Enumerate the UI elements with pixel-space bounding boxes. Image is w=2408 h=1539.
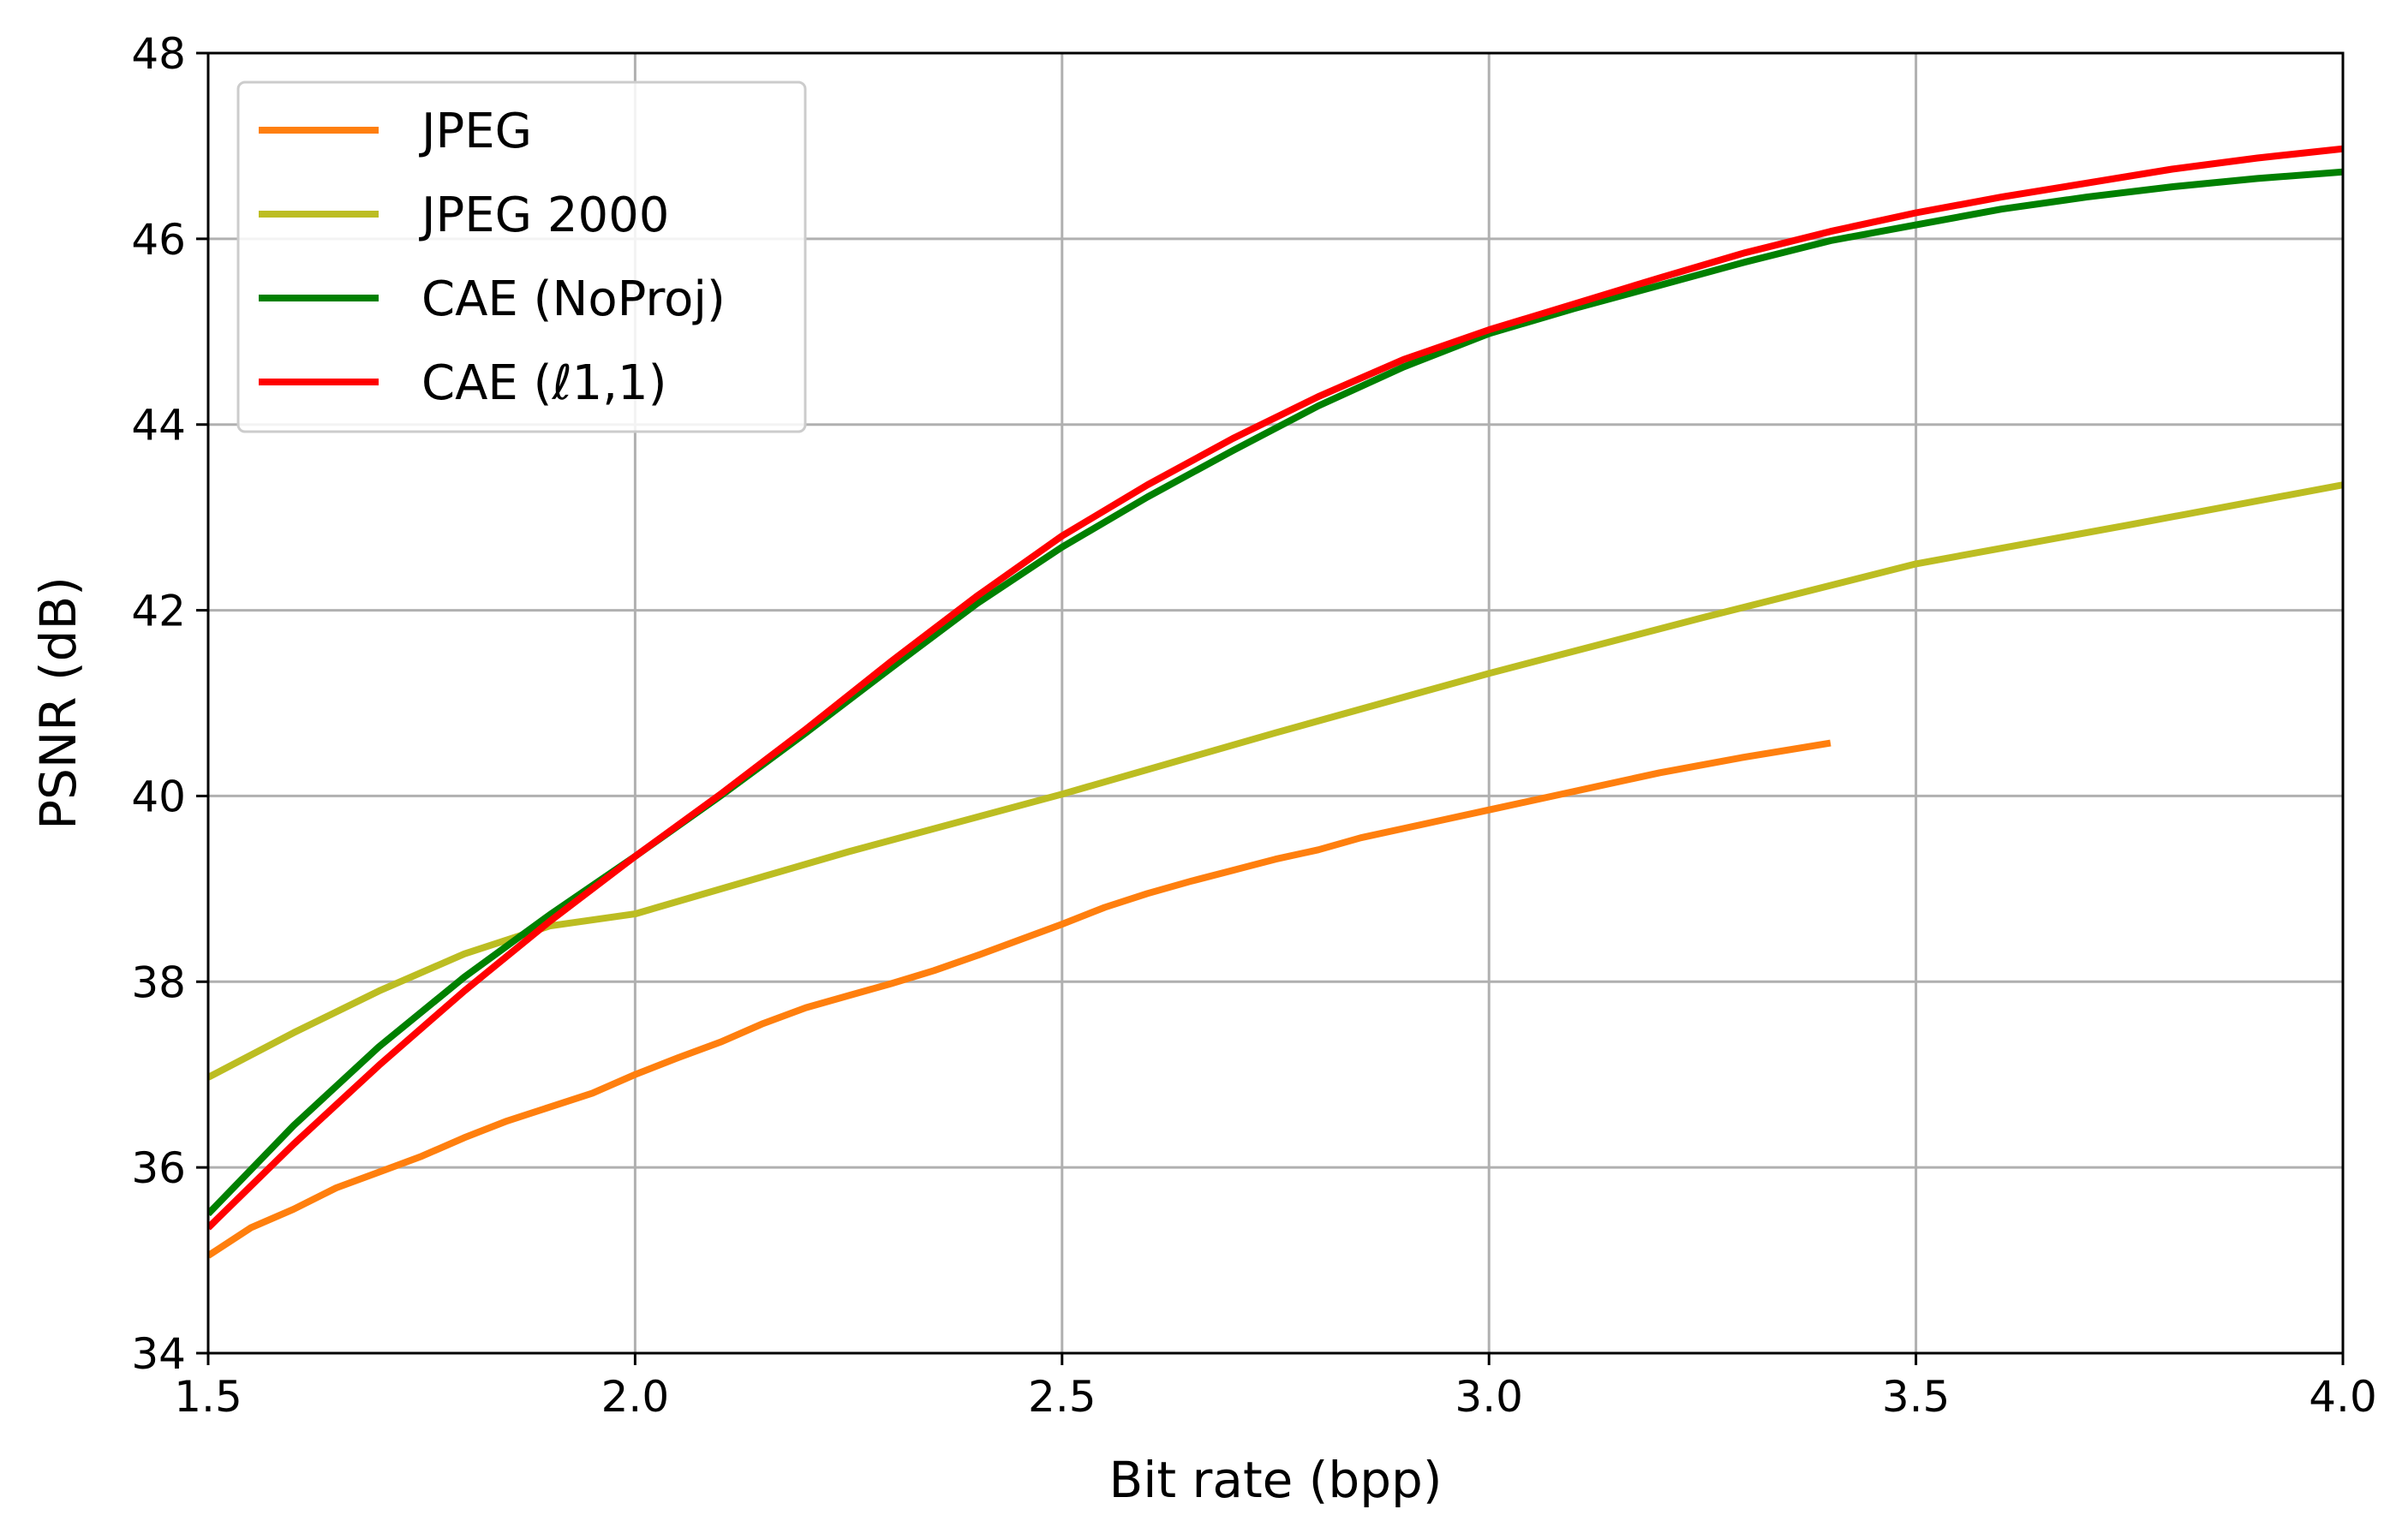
series-line-2 <box>208 168 2343 1217</box>
legend-label-2: CAE (NoProj) <box>421 271 726 327</box>
legend-box <box>236 81 807 433</box>
y-tick-label: 46 <box>131 215 186 265</box>
y-tick-label: 44 <box>131 401 186 450</box>
x-tick-label: 2.5 <box>1028 1372 1096 1422</box>
y-tick-label: 40 <box>131 772 186 821</box>
x-axis-label: Bit rate (bpp) <box>1108 1451 1442 1509</box>
y-tick-label: 48 <box>131 29 186 79</box>
series-line-3 <box>208 145 2343 1231</box>
legend-label-3: CAE (ℓ1,1) <box>421 355 666 411</box>
legend: JPEG JPEG 2000 CAE (NoProj) CAE (ℓ1,1) <box>236 81 807 433</box>
series-lines <box>208 145 2343 1259</box>
x-tick-label: 3.5 <box>1882 1372 1951 1422</box>
legend-label-1: JPEG 2000 <box>419 188 669 243</box>
series-line-0 <box>208 739 1831 1259</box>
legend-label-0: JPEG <box>419 104 532 159</box>
x-tick-label: 2.0 <box>601 1372 670 1422</box>
x-tick-label: 4.0 <box>2309 1372 2377 1422</box>
plot-frame <box>206 51 2345 1355</box>
series-line-1 <box>208 481 2343 1081</box>
y-axis-label: PSNR (dB) <box>29 576 87 830</box>
y-tick-label: 42 <box>131 587 186 636</box>
axis-ticks: 1.5 2.0 2.5 3.0 3.5 4.0 34 36 38 40 42 44 46 48 <box>131 29 2376 1422</box>
x-tick-label: 3.0 <box>1455 1372 1523 1422</box>
y-tick-label: 38 <box>131 957 186 1007</box>
y-tick-label: 34 <box>131 1329 186 1379</box>
y-tick-label: 36 <box>131 1143 186 1193</box>
x-tick-label: 1.5 <box>174 1372 242 1422</box>
